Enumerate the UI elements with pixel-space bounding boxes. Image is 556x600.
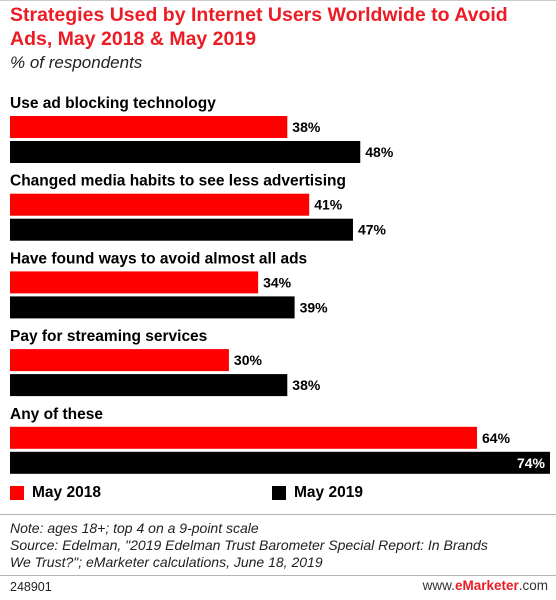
legend-label-may-2019: May 2019	[294, 484, 363, 501]
source-line: Source: Edelman, "2019 Edelman Trust Bar…	[10, 537, 488, 553]
category-label-have-found-ways-to-avoid-almost-all-ads: Have found ways to avoid almost all ads	[10, 250, 307, 267]
bar-may-2018-pay-for-streaming-services	[10, 349, 229, 372]
bar-may-2018-changed-media-habits-to-see-less-advertising	[10, 193, 310, 216]
value-label-may-2018-use-ad-blocking-technology: 38%	[292, 119, 321, 135]
brand-prefix: www.	[422, 578, 455, 593]
bar-may-2018-have-found-ways-to-avoid-almost-all-ads	[10, 271, 259, 294]
value-label-may-2019-use-ad-blocking-technology: 48%	[365, 144, 394, 160]
bar-may-2019-changed-media-habits-to-see-less-advertising	[10, 218, 353, 241]
legend-item-may-2018: May 2018	[10, 484, 101, 502]
source-line-continued: We Trust?"; eMarketer calculations, June…	[10, 554, 323, 570]
brand-suffix: .com	[518, 578, 548, 593]
value-label-may-2019-have-found-ways-to-avoid-almost-all-ads: 39%	[300, 299, 329, 315]
footer-divider	[0, 575, 556, 576]
value-label-may-2018-pay-for-streaming-services: 30%	[234, 352, 263, 368]
chart-subtitle: % of respondents	[10, 53, 143, 72]
top-rule	[0, 0, 556, 1]
bar-may-2019-pay-for-streaming-services	[10, 374, 288, 397]
legend-label-may-2018: May 2018	[32, 484, 101, 501]
bar-may-2019-use-ad-blocking-technology	[10, 141, 361, 163]
chart-title: Strategies Used by Internet Users Worldw…	[10, 4, 508, 50]
note-line: Note: ages 18+; top 4 on a 9-point scale	[10, 520, 259, 536]
value-label-may-2019-changed-media-habits-to-see-less-advertising: 47%	[358, 222, 387, 238]
category-label-pay-for-streaming-services: Pay for streaming services	[10, 328, 207, 345]
category-label-changed-media-habits-to-see-less-advertising: Changed media habits to see less adverti…	[10, 173, 346, 190]
chart-id: 248901	[10, 580, 52, 594]
category-label-use-ad-blocking-technology: Use ad blocking technology	[10, 95, 216, 112]
legend-swatch-may-2019	[272, 486, 286, 500]
bar-may-2018-use-ad-blocking-technology	[10, 116, 288, 138]
legend-item-may-2019: May 2019	[272, 484, 363, 502]
bar-chart: Use ad blocking technology 38% 48% Changed …	[10, 95, 550, 474]
brand-name: eMarketer	[454, 578, 519, 593]
value-label-may-2018-changed-media-habits-to-see-less-advertising: 41%	[314, 197, 343, 213]
brand-link[interactable]: www.eMarketer.com	[423, 578, 548, 593]
bar-may-2019-have-found-ways-to-avoid-almost-all-ads	[10, 296, 295, 319]
bar-may-2019-any-of-these	[10, 451, 550, 474]
value-label-may-2019-pay-for-streaming-services: 38%	[292, 377, 321, 393]
notes-divider	[0, 514, 556, 515]
value-label-may-2018-have-found-ways-to-avoid-almost-all-ads: 34%	[263, 274, 292, 290]
legend-swatch-may-2018	[10, 486, 24, 500]
value-label-may-2018-any-of-these: 64%	[482, 430, 511, 446]
category-label-any-of-these: Any of these	[10, 406, 103, 423]
bar-may-2018-any-of-these	[10, 426, 478, 449]
source-note: Note: ages 18+; top 4 on a 9-point scale…	[10, 520, 550, 571]
value-label-may-2019-any-of-these: 74%	[517, 455, 546, 471]
